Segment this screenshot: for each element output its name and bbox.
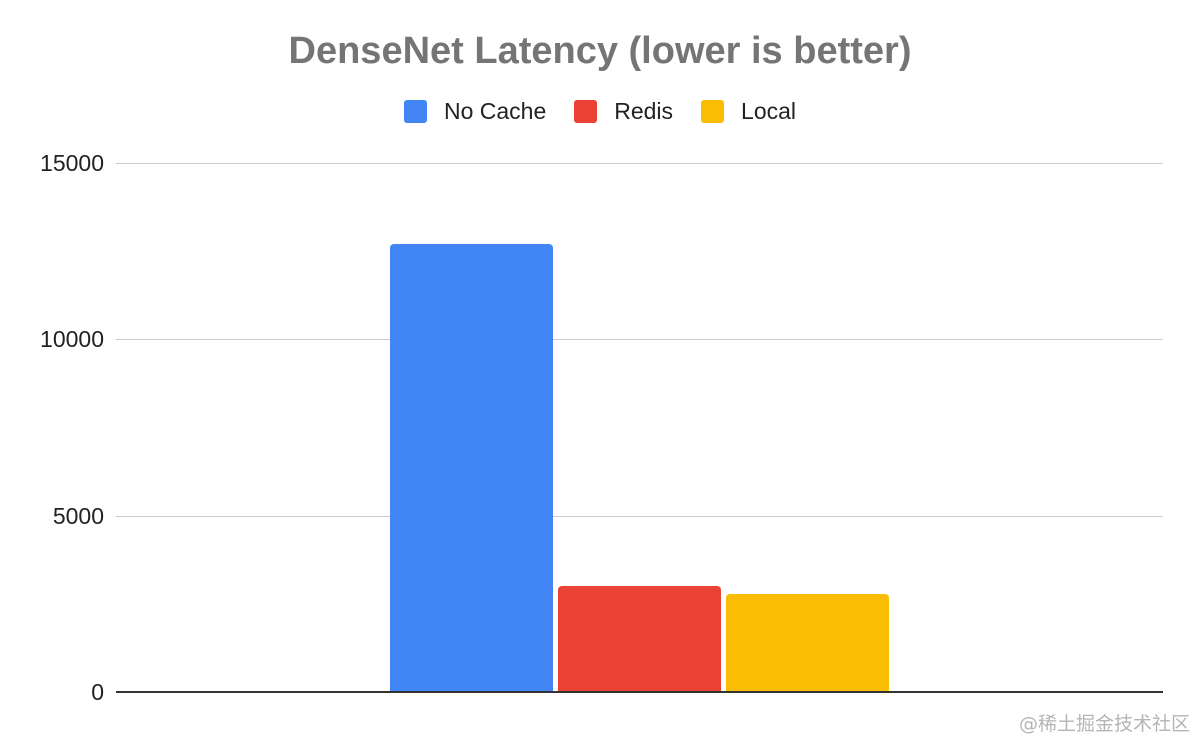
bar-local[interactable] bbox=[726, 593, 889, 692]
legend-item-local[interactable]: Local bbox=[701, 98, 796, 125]
watermark: @稀土掘金技术社区 bbox=[1018, 713, 1190, 735]
bar-redis[interactable] bbox=[558, 586, 721, 692]
legend-swatch-redis bbox=[574, 100, 598, 123]
legend-item-no-cache[interactable]: No Cache bbox=[403, 98, 547, 125]
legend-item-redis[interactable]: Redis bbox=[574, 98, 673, 125]
chart-title: DenseNet Latency (lower is better) bbox=[288, 30, 912, 72]
legend-swatch-local bbox=[701, 100, 725, 123]
legend-swatch-no-cache bbox=[403, 100, 427, 123]
legend-label: Local bbox=[741, 98, 797, 124]
gridline-10000 bbox=[116, 339, 1163, 340]
chart-legend: No Cache Redis Local bbox=[0, 98, 1200, 125]
y-tick-label: 10000 bbox=[40, 326, 104, 352]
gridline-15000 bbox=[116, 163, 1163, 164]
y-tick-label: 0 bbox=[91, 679, 104, 705]
legend-label: Redis bbox=[614, 98, 674, 124]
y-tick-label: 15000 bbox=[40, 150, 104, 176]
bar-no-cache[interactable] bbox=[390, 244, 553, 692]
gridline-5000 bbox=[116, 516, 1163, 517]
legend-label: No Cache bbox=[443, 98, 547, 124]
x-axis-baseline bbox=[116, 691, 1163, 693]
y-tick-label: 5000 bbox=[52, 503, 104, 529]
